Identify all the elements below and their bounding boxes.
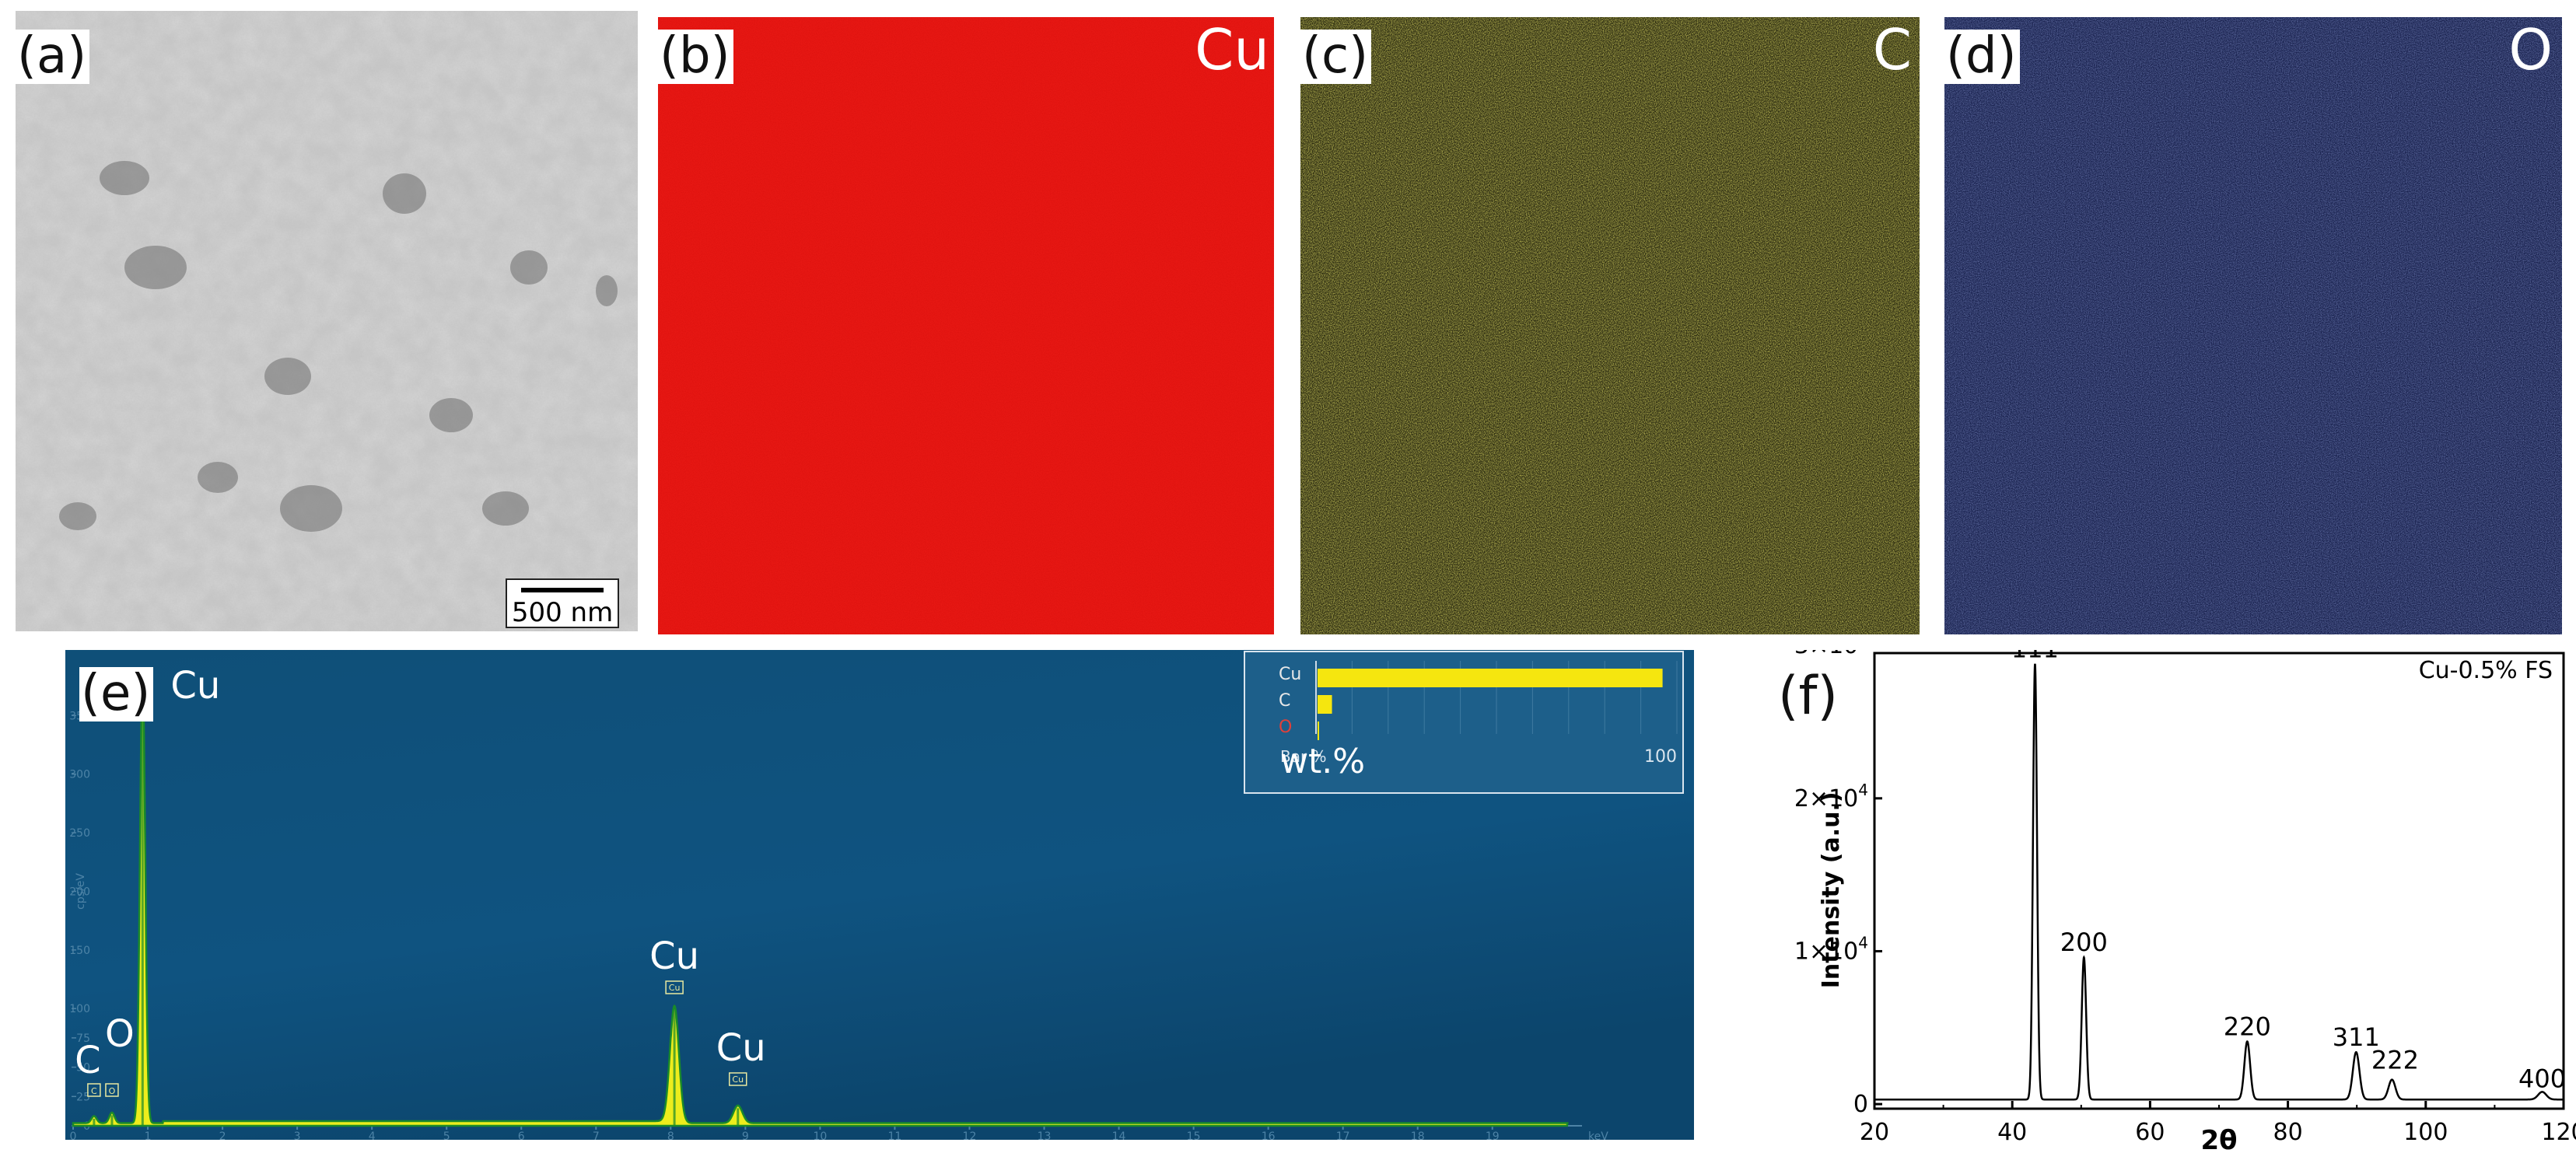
edx-x-tick-label: 7 [593, 1130, 600, 1140]
inset-bar-cu [1318, 669, 1663, 687]
edx-x-tick-label: 10 [813, 1130, 827, 1140]
edx-x-tick-label: 17 [1336, 1130, 1350, 1140]
edx-peak-label-c: C [75, 1039, 101, 1082]
edx-marker-box [105, 1083, 119, 1097]
inset-bar-c [1318, 695, 1332, 714]
element-label-cu: Cu [1195, 17, 1269, 82]
edx-marker-box [87, 1083, 101, 1097]
xrd-x-tick-label: 40 [1997, 1119, 2027, 1146]
element-label-c: C [1872, 17, 1912, 82]
edx-x-tick-label: 19 [1486, 1130, 1500, 1140]
edx-x-tick-label: 5 [443, 1130, 450, 1140]
edx-x-tick-label: 4 [369, 1130, 376, 1140]
panel-label-b: (b) [658, 30, 733, 84]
panel-label-f: (f) [1778, 666, 1838, 727]
cu-map [658, 17, 1274, 634]
edx-x-unit: keV [1588, 1130, 1608, 1140]
xrd-x-tick-label: 120 [2541, 1119, 2576, 1146]
cu-map-panel: (b) Cu [658, 17, 1274, 634]
inset-bar-o [1318, 722, 1319, 740]
edx-x-tick-label: 12 [963, 1130, 977, 1140]
edx-marker-text: C [91, 1086, 97, 1096]
edx-marker-text: O [109, 1086, 116, 1096]
edx-y-tick-label: 150 [69, 945, 90, 957]
xrd-peak-label-220: 220 [2224, 1012, 2271, 1041]
panel-label-c: (c) [1300, 30, 1372, 84]
xrd-y-tick-label: 3×104 [1794, 650, 1868, 659]
xrd-frame [1873, 652, 2565, 1110]
scale-bar-line [521, 588, 604, 592]
inset-axis-label: wt.% [1280, 742, 1365, 781]
panel-label-e: (e) [79, 667, 154, 722]
xrd-peak-label-222: 222 [2371, 1046, 2419, 1075]
xrd-x-tick-label: 100 [2403, 1119, 2448, 1146]
edx-y-unit: cps/eV [75, 873, 87, 910]
edx-spectrum-chart: 012345678910111213141516171819keV0255075… [65, 650, 1694, 1140]
inset-category-c: C [1279, 691, 1290, 711]
edx-x-tick-label: 2 [219, 1130, 226, 1140]
xrd-x-tick-label: 60 [2135, 1119, 2165, 1146]
xrd-chart: 20 40 60 80 100 120 0 1×104 2×104 3×104 Intensity … [1794, 650, 2576, 1156]
edx-y-tick-label: 75 [76, 1032, 90, 1045]
scale-bar-label: 500 nm [511, 597, 614, 628]
edx-spectrum-panel: 012345678910111213141516171819keV0255075… [65, 650, 1694, 1140]
xrd-y-tick-label: 1×104 [1794, 933, 1868, 965]
scale-bar: 500 nm [506, 578, 619, 628]
xrd-pattern-line [1874, 663, 2564, 1101]
xrd-x-tick-label: 20 [1860, 1119, 1889, 1146]
xrd-x-tick-label: 80 [2273, 1119, 2303, 1146]
edx-x-tick-label: 3 [294, 1130, 301, 1140]
edx-x-tick-label: 9 [742, 1130, 749, 1140]
o-map [1944, 17, 2562, 634]
xrd-y-tick-label: 0 [1853, 1091, 1868, 1118]
edx-y-tick-label: 200 [69, 886, 90, 898]
inset-category-o: O [1279, 718, 1292, 737]
edx-marker-box [665, 980, 684, 994]
c-map-panel: (c) C [1300, 17, 1920, 634]
edx-x-tick-label: 1 [145, 1130, 152, 1140]
xrd-y-tick-label: 2×104 [1794, 781, 1868, 812]
edx-y-tick-label: 250 [69, 827, 90, 840]
edx-peak-label-cu2: Cu [649, 935, 699, 978]
edx-y-tick-label: 25 [76, 1091, 90, 1103]
edx-y-tick-label: 50 [76, 1062, 90, 1074]
edx-peak-label-o: O [105, 1012, 135, 1056]
edx-peak-label-cu1: Cu [170, 664, 220, 708]
edx-peak-label-cu3: Cu [716, 1026, 766, 1070]
edx-x-tick-label: 18 [1411, 1130, 1425, 1140]
edx-x-tick-label: 11 [888, 1130, 902, 1140]
inset-axis-max: 100 [1644, 747, 1677, 767]
xrd-peak-label-200: 200 [2060, 928, 2108, 957]
xrd-x-axis-label: 2θ [2200, 1125, 2237, 1156]
element-label-o: O [2508, 17, 2553, 82]
xrd-peak-label-111: 111 [2011, 650, 2059, 664]
edx-marker-text: Cu [732, 1074, 744, 1085]
xrd-y-axis-label: Intensity (a.u.) [1818, 791, 1845, 988]
edx-x-tick-label: 15 [1187, 1130, 1201, 1140]
edx-spectrum-area [72, 671, 1569, 1127]
inset-under-label: Bar % [1280, 747, 1327, 766]
sem-image-panel: (a) 500 nm [16, 11, 638, 631]
edx-x-tick-label: 8 [667, 1130, 674, 1140]
edx-marker-text: Cu [669, 983, 681, 993]
xrd-peak-label-400: 400 [2518, 1064, 2566, 1093]
edx-x-tick-label: 14 [1112, 1130, 1126, 1140]
edx-x-tick-label: 13 [1038, 1130, 1052, 1140]
panel-label-a: (a) [16, 30, 90, 84]
xrd-pattern-panel: 20 40 60 80 100 120 0 1×104 2×104 3×104 Intensity … [1766, 650, 2576, 1160]
o-map-panel: (d) O [1944, 17, 2562, 634]
edx-x-tick-label: 16 [1262, 1130, 1276, 1140]
sem-image [16, 11, 638, 631]
panel-label-d: (d) [1944, 30, 2020, 84]
edx-x-tick-label: 0 [70, 1130, 77, 1140]
xrd-peak-label-311: 311 [2333, 1022, 2380, 1052]
edx-x-tick-label: 6 [518, 1130, 525, 1140]
edx-y-tick-label: 100 [69, 1003, 90, 1015]
inset-category-cu: Cu [1279, 665, 1301, 684]
xrd-title: Cu-0.5% FS [2419, 657, 2553, 684]
edx-y-tick-label: 300 [69, 769, 90, 781]
c-map [1300, 17, 1920, 634]
edx-marker-box [729, 1072, 747, 1086]
